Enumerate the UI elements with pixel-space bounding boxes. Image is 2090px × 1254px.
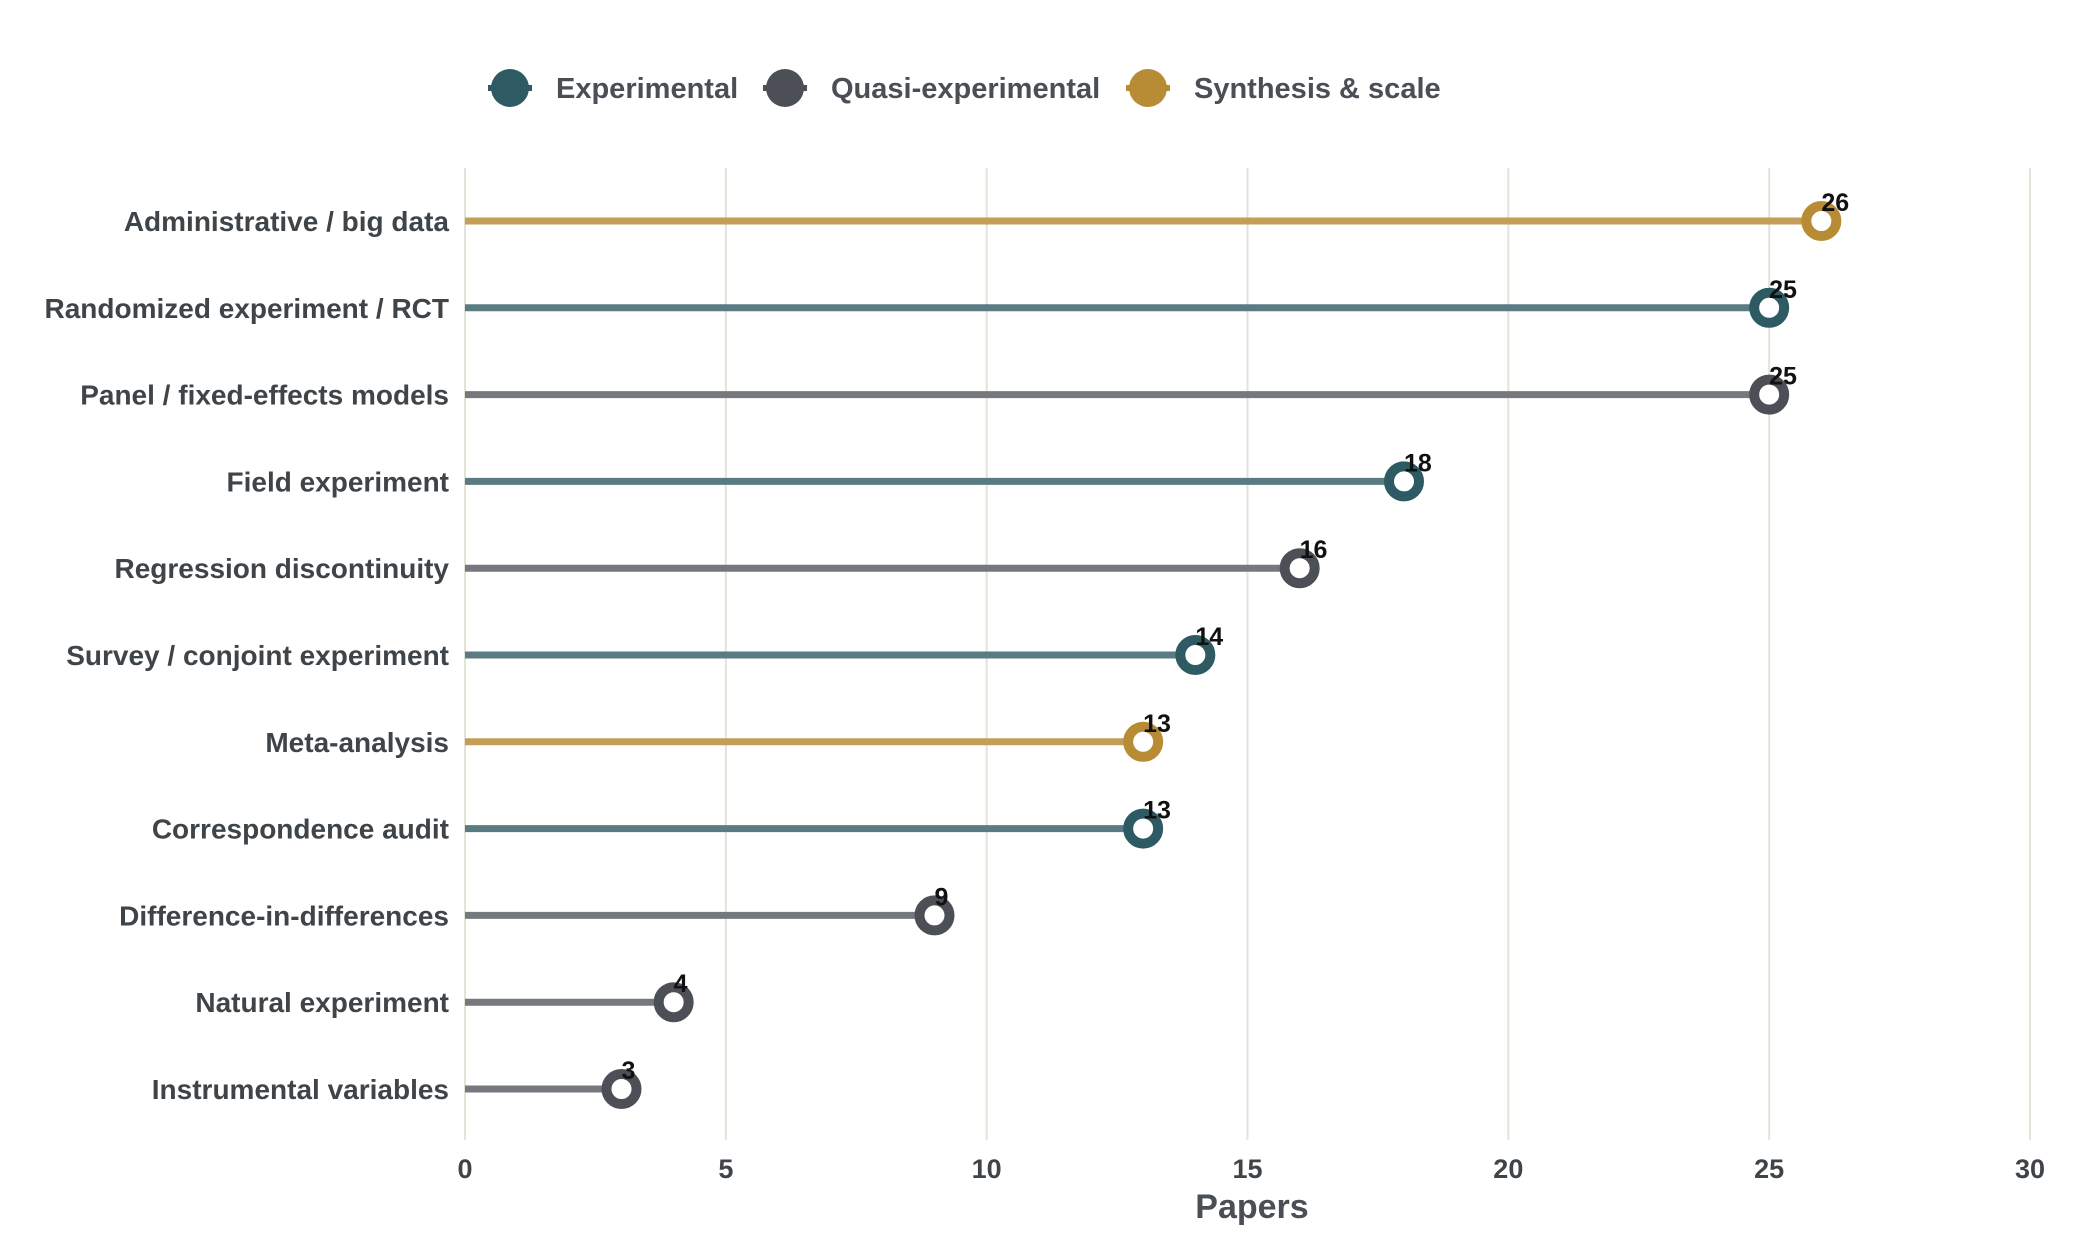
lollipop-point (653, 982, 694, 1023)
category-labels: Administrative / big data Randomized expe… (44, 206, 449, 1105)
legend-label-0: Experimental (556, 73, 738, 105)
category-label: Correspondence audit (152, 814, 449, 845)
lollipop-point (1123, 721, 1164, 762)
lollipop-point (1175, 635, 1216, 675)
lollipop-point (1384, 461, 1424, 502)
x-axis-title: Papers (1195, 1188, 1308, 1226)
x-tick-label-15: 15 (1232, 1154, 1262, 1184)
data-label: 4 (674, 970, 688, 998)
data-label: 18 (1404, 449, 1432, 477)
category-label: Instrumental variables (152, 1074, 449, 1105)
data-label: 14 (1195, 623, 1223, 651)
legend-label-1: Quasi-experimental (831, 73, 1100, 105)
category-label: Difference-in-differences (119, 900, 449, 931)
lollipop-point (601, 1069, 642, 1109)
lollipop-point (1749, 374, 1790, 415)
x-axis-ticks: 0 5 10 15 20 25 30 (457, 1154, 2045, 1184)
lollipop-point (1279, 548, 1320, 589)
lollipop-point (1123, 808, 1164, 849)
legend-key-dot-2 (1129, 69, 1167, 107)
data-label: 25 (1769, 276, 1797, 304)
category-label: Randomized experiment / RCT (44, 293, 449, 324)
category-label: Survey / conjoint experiment (66, 640, 449, 671)
data-label: 13 (1143, 797, 1171, 825)
category-label: Regression discontinuity (115, 553, 450, 584)
x-tick-label-20: 20 (1493, 1154, 1523, 1184)
x-tick-label-30: 30 (2015, 1154, 2045, 1184)
lollipop-dots (601, 201, 1842, 1109)
legend-label-2: Synthesis & scale (1194, 73, 1441, 105)
x-tick-label-0: 0 (457, 1154, 472, 1184)
x-tick-label-5: 5 (718, 1154, 733, 1184)
x-tick-label-25: 25 (1754, 1154, 1784, 1184)
category-label: Natural experiment (195, 987, 449, 1018)
lollipop-point (1749, 287, 1790, 328)
data-label: 13 (1143, 710, 1171, 738)
legend: Experimental Quasi-experimental Synthesis … (488, 69, 1441, 107)
category-label: Field experiment (226, 466, 449, 497)
data-label: 16 (1300, 536, 1328, 564)
data-label: 26 (1821, 189, 1849, 217)
data-label: 25 (1769, 363, 1797, 391)
category-label: Panel / fixed-effects models (80, 380, 449, 411)
category-label: Meta-analysis (265, 727, 449, 758)
lollipop-stems (465, 217, 1822, 1093)
data-label: 9 (935, 883, 949, 911)
legend-key-dot-1 (766, 69, 804, 107)
category-label: Administrative / big data (124, 206, 450, 237)
data-label: 3 (622, 1057, 636, 1085)
data-labels: 26 25 25 18 16 14 13 13 9 4 3 (622, 189, 1850, 1085)
lollipop-point (914, 895, 955, 936)
legend-key-dot-0 (491, 69, 529, 107)
lollipop-point (1801, 201, 1842, 241)
x-tick-label-10: 10 (972, 1154, 1002, 1184)
